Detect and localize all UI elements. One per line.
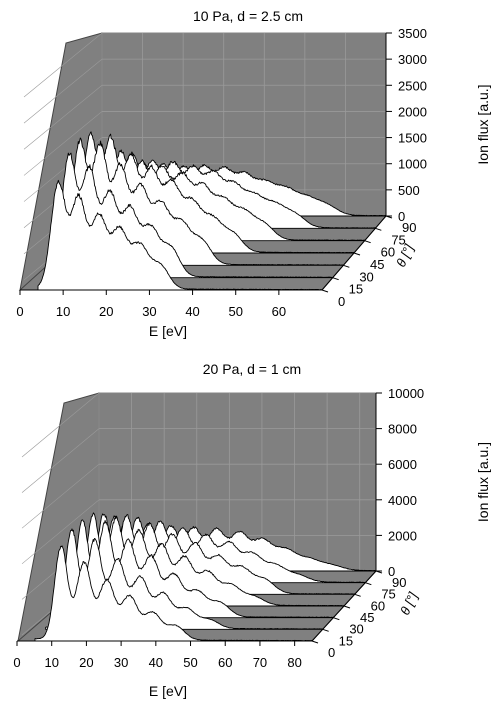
theta-tick-label: 75 xyxy=(381,587,395,602)
x-tick-label: 60 xyxy=(272,304,286,319)
theta-tick-label: 45 xyxy=(360,610,374,625)
theta-tick-mark xyxy=(354,593,361,597)
x-tick-label: 20 xyxy=(99,304,113,319)
y-tick-label: 1500 xyxy=(398,131,427,146)
x-tick-label: 70 xyxy=(253,655,267,670)
gridline-side xyxy=(23,58,103,124)
x-tick-label: 40 xyxy=(185,304,199,319)
y-tick-label: 8000 xyxy=(388,422,417,437)
y-tick-label: 2500 xyxy=(398,78,427,93)
y-tick-label: 3500 xyxy=(398,26,427,41)
theta-tick-mark xyxy=(332,277,339,281)
theta-tick-mark xyxy=(343,264,350,268)
chart-bottom: 20 Pa, d = 1 cm 0 2000 4000 6000 8000 10000 0 10… xyxy=(13,361,491,699)
x-tick-label: 50 xyxy=(228,304,242,319)
x-tick-label: 50 xyxy=(183,655,197,670)
gridline-side xyxy=(21,392,100,458)
x-tick-label: 30 xyxy=(142,304,156,319)
chart-title: 20 Pa, d = 1 cm xyxy=(203,361,301,377)
y-tick-label: 500 xyxy=(398,183,420,198)
y-axis-label: Ion flux [a.u.] xyxy=(475,84,491,164)
theta-tick-label: 60 xyxy=(381,245,395,260)
theta-tick-mark xyxy=(364,240,371,244)
theta-tick-label: 45 xyxy=(370,257,384,272)
y-axis-label: Ion flux [a.u.] xyxy=(475,442,491,522)
theta-tick-mark xyxy=(343,605,351,609)
x-tick-label: 80 xyxy=(287,655,301,670)
theta-tick-label: 75 xyxy=(391,232,405,247)
theta-tick-mark xyxy=(321,289,329,293)
x-tick-label: 20 xyxy=(79,655,93,670)
gridline-side xyxy=(23,85,103,150)
gridline-side xyxy=(21,499,100,565)
x-tick-label: 0 xyxy=(13,655,20,670)
x-tick-label: 10 xyxy=(56,304,70,319)
x-tick-label: 30 xyxy=(114,655,128,670)
theta-tick-mark xyxy=(353,252,361,256)
y-tick-label: 0 xyxy=(398,209,405,224)
gridline-side xyxy=(21,428,100,493)
theta-tick-label: 15 xyxy=(339,633,353,648)
theta-tick-label: 0 xyxy=(338,294,345,309)
gridline-side xyxy=(21,463,100,529)
theta-tick-label: 90 xyxy=(392,575,406,590)
theta-tick-mark xyxy=(311,640,319,644)
theta-tick-label: 0 xyxy=(328,645,335,660)
chart-title: 10 Pa, d = 2.5 cm xyxy=(193,8,303,24)
theta-tick-label: 30 xyxy=(359,269,373,284)
y-tick-label: 1000 xyxy=(398,157,427,172)
theta-tick-label: 90 xyxy=(402,220,416,235)
y-tick-label: 0 xyxy=(388,564,395,579)
y-tick-label: 2000 xyxy=(398,104,427,119)
theta-tick-mark xyxy=(365,582,372,586)
theta-tick-label: 30 xyxy=(349,622,363,637)
y-tick-label: 4000 xyxy=(388,493,417,508)
y-tick-label: 10000 xyxy=(388,386,424,401)
y-tick-label: 2000 xyxy=(388,528,417,543)
theta-tick-mark xyxy=(385,215,393,219)
chart-top: 10 Pa, d = 2.5 cm05001000150020002500300… xyxy=(16,8,491,339)
theta-axis-label: θ [°] xyxy=(397,590,421,618)
theta-tick-mark xyxy=(333,617,340,621)
theta-tick-mark xyxy=(375,227,382,231)
theta-tick-mark xyxy=(375,570,383,574)
y-tick-label: 3000 xyxy=(398,52,427,67)
series-theta-0 xyxy=(34,545,313,642)
theta-tick-label: 60 xyxy=(371,598,385,613)
theta-tick-label: 15 xyxy=(349,282,363,297)
y-tick-label: 6000 xyxy=(388,457,417,472)
x-tick-label: 40 xyxy=(149,655,163,670)
theta-tick-mark xyxy=(322,628,329,632)
x-tick-label: 0 xyxy=(16,304,23,319)
series-theta-0 xyxy=(37,179,323,291)
x-tick-label: 60 xyxy=(218,655,232,670)
x-tick-label: 10 xyxy=(44,655,58,670)
x-axis-label: E [eV] xyxy=(149,683,187,699)
x-axis-label: E [eV] xyxy=(149,323,187,339)
gridline-side xyxy=(23,32,103,98)
gridline-side xyxy=(23,111,103,176)
